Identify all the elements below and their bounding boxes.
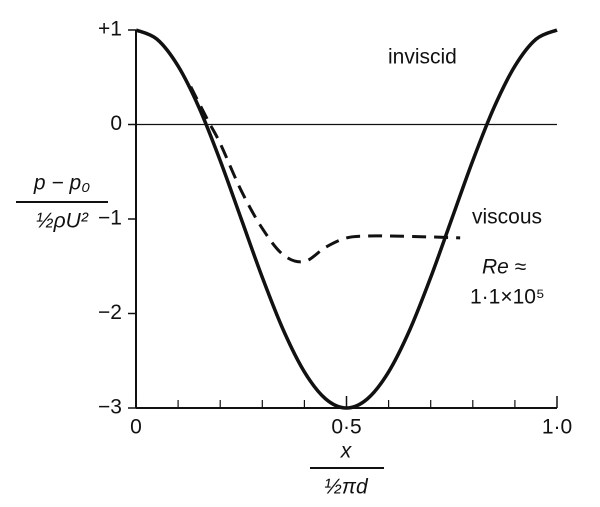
line-series	[135, 28, 558, 410]
y-tick-label: −3	[98, 396, 122, 419]
y-tick-label: +1	[98, 18, 122, 41]
x-label-numerator: x	[340, 440, 353, 463]
annotation: 1·1×10⁵	[470, 286, 545, 309]
x-tick-label: 0	[130, 416, 142, 439]
y-tick-label: 0	[110, 112, 122, 135]
y-label-numerator: p − p₀	[33, 172, 90, 195]
line-series	[189, 86, 461, 264]
x-tick-label: 0·5	[331, 416, 361, 439]
y-label-denominator: ½ρU²	[36, 210, 89, 233]
y-tick-label: −2	[98, 301, 122, 324]
annotation: Re ≈	[482, 256, 527, 279]
x-label-denominator: ½πd	[324, 476, 369, 499]
series-label: inviscid	[388, 46, 457, 69]
x-tick-label: 1·0	[542, 416, 572, 439]
series-label: viscous	[472, 206, 542, 229]
y-tick-label: −1	[98, 207, 122, 230]
